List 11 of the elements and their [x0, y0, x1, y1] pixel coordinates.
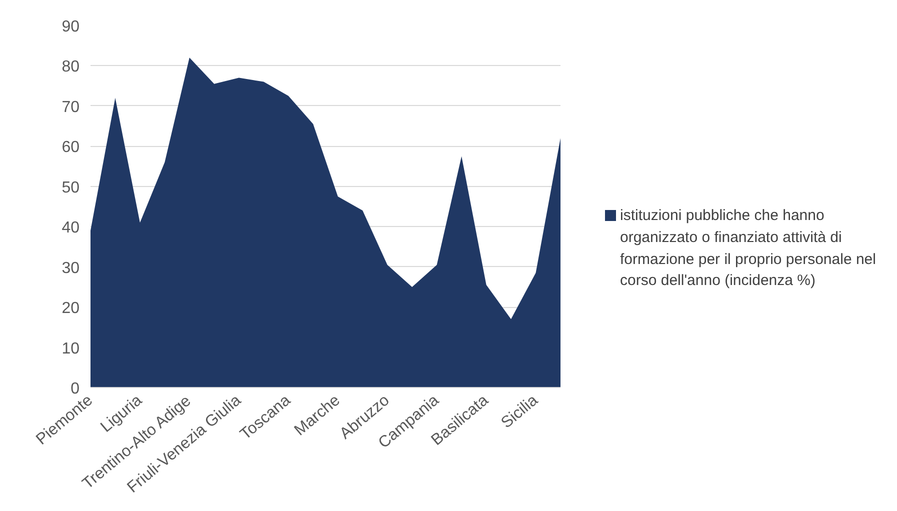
- y-tick-label: 40: [62, 220, 80, 237]
- legend-label: istituzioni pubbliche che hanno organizzato o finanziato attività di formazione per il proprio personale nel corso dell'anno (incidenza %): [620, 206, 877, 292]
- y-tick-label: 20: [62, 300, 80, 318]
- y-tick-label: 50: [62, 179, 80, 196]
- y-tick-label: 70: [62, 98, 80, 116]
- y-tick-label: 80: [62, 58, 80, 76]
- y-tick-label: 10: [62, 340, 80, 358]
- y-tick-label: 30: [62, 260, 80, 277]
- y-tick-label: 0: [70, 380, 80, 398]
- y-tick-label: 90: [62, 18, 80, 36]
- y-tick-label: 60: [62, 139, 80, 156]
